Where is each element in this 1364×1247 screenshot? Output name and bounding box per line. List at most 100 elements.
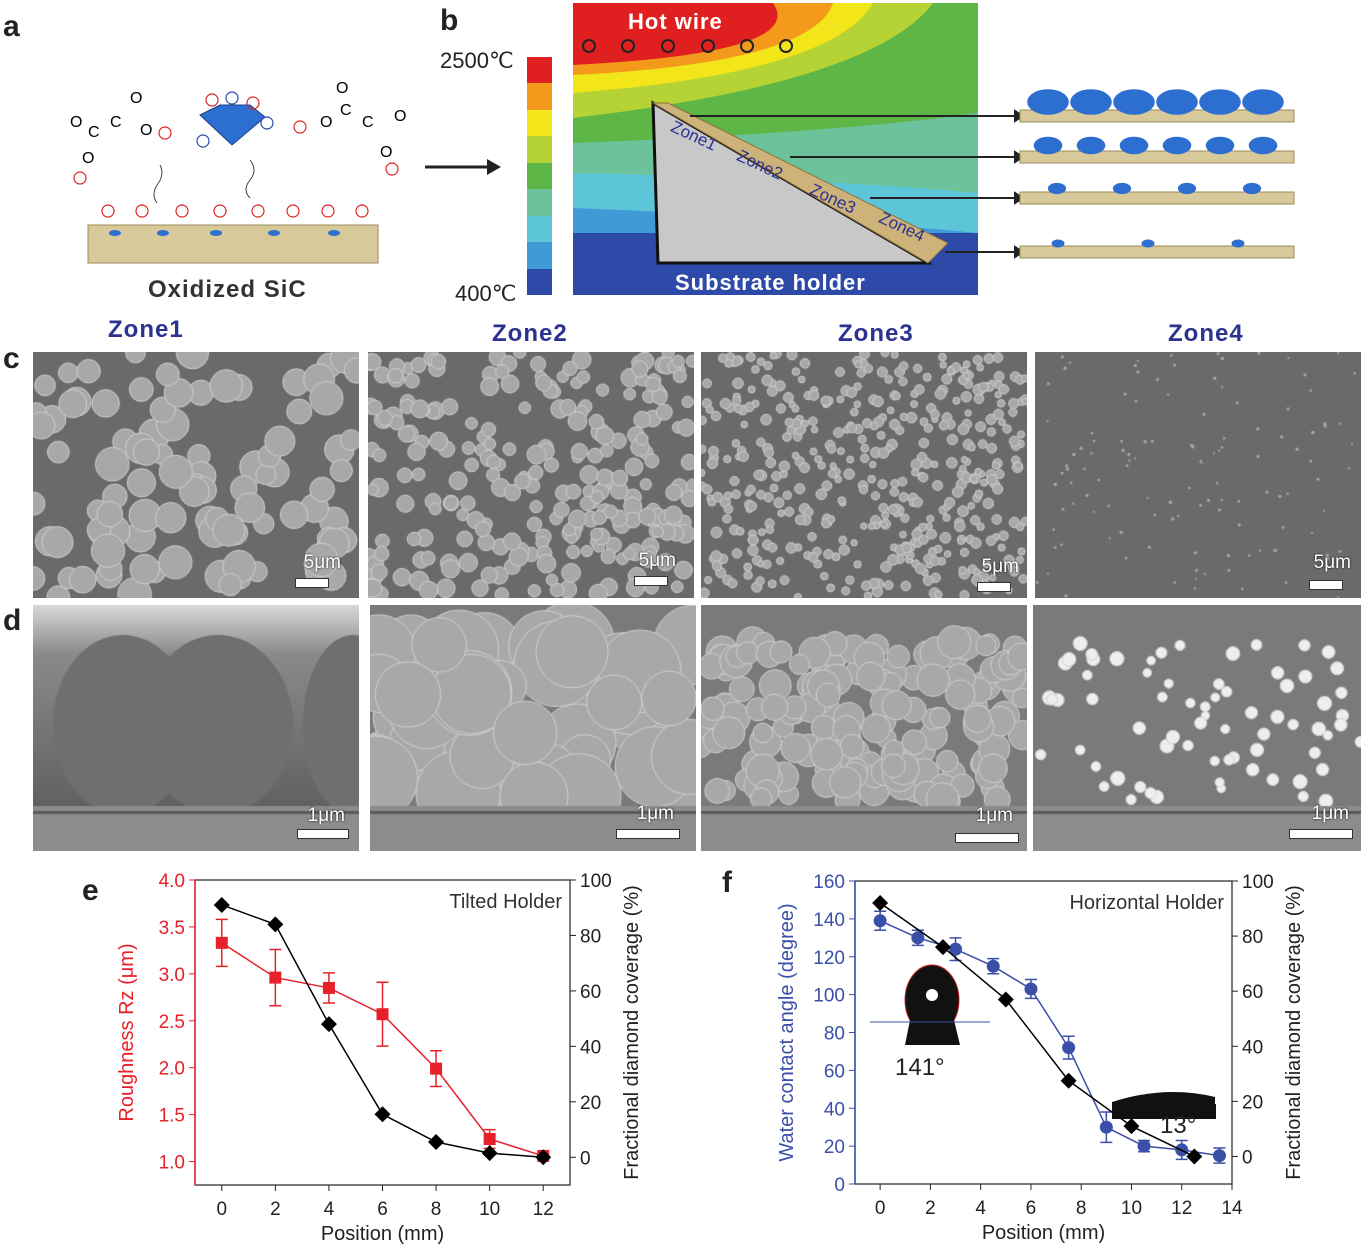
chart-f-contact-angle: 0 2 4 6 8 10 12 1402040608010012014016002040608… [776,872,1305,1244]
y2-tick-label: 20 [580,1093,601,1114]
zone4-header: Zone4 [1168,320,1244,347]
y2-tick-label: 100 [580,871,612,892]
data-point [1062,1041,1076,1055]
x-tick-label: 10 [479,1199,500,1220]
y-tick-label: 0 [834,1175,845,1196]
scale-label: 1μm [636,803,674,824]
data-point [376,1008,389,1021]
svg-text:O: O [320,114,332,131]
sem-image [370,605,696,851]
y-tick-label: 2.5 [159,1012,185,1033]
y2-tick-label: 60 [580,982,601,1003]
sem-image [701,605,1027,851]
diamond-cluster [1051,239,1065,248]
arrow-icon [425,159,501,175]
y2-tick-label: 0 [580,1148,591,1169]
scale-label: 5μm [981,556,1019,577]
scale-label: 5μm [638,550,676,571]
droplet-13-image [1112,1092,1215,1104]
zone2-header: Zone2 [492,320,568,347]
y2-tick-label: 40 [1242,1037,1263,1058]
data-point [1099,1120,1113,1134]
sem-image [1033,605,1361,851]
diamond-cluster [1113,89,1155,115]
sem-image [1035,352,1361,598]
colorbar-step [527,136,552,163]
data-point [267,916,284,933]
x-tick-label: 2 [925,1198,936,1219]
data-point [269,971,282,984]
x-tick-label: 2 [270,1199,281,1220]
contact-angle-13-label: 13° [1160,1112,1196,1139]
y-tick-label: 60 [824,1061,845,1082]
scale-bar [955,833,1019,843]
svg-text:O: O [394,108,406,125]
zone-result-substrates [690,89,1295,259]
panel-label-a: a [3,10,20,43]
scale-bar [297,829,349,839]
y2-tick-label: 80 [1242,927,1263,948]
panel-label-e: e [82,874,99,907]
hot-wire-label: Hot wire [628,9,723,34]
data-point [986,959,1000,973]
svg-text:O: O [140,122,152,139]
scale-bar [1309,580,1343,590]
y-tick-label: 3.5 [159,918,185,939]
y-tick-label: 4.0 [159,871,185,892]
data-point [1212,1149,1226,1163]
zone3-header: Zone3 [838,320,914,347]
x-tick-label: 4 [324,1199,335,1220]
diamond-cluster [1070,89,1112,115]
droplet-highlight [926,989,938,1001]
colorbar-step [527,83,552,110]
svg-text:C: C [88,124,100,141]
data-point [934,939,951,956]
y-tick-label: 2.0 [159,1059,185,1080]
data-point [322,981,335,994]
temperature-contour-map [573,3,978,295]
data-point [1186,1148,1203,1165]
sem-tilted-zone1: 1μm [33,605,359,851]
colorbar-step [527,189,552,216]
diamond-cluster [1199,89,1241,115]
diamond-cluster [1112,182,1132,195]
x-axis-label: Position (mm) [982,1222,1105,1244]
scale-bar [295,578,329,588]
x-tick-label: 14 [1221,1198,1243,1219]
diamond-cluster [1033,136,1063,155]
panel-label-b: b [440,4,459,37]
x-tick-label: 10 [1121,1198,1142,1219]
colorbar-step [527,57,552,84]
y-axis-label: Water contact angle (degree) [776,903,798,1161]
data-point [873,914,887,928]
svg-text:O: O [336,80,348,97]
svg-text:C: C [362,114,374,131]
colorbar-step [527,268,552,295]
data-point [428,1134,445,1151]
y2-tick-label: 80 [580,926,601,947]
sem-top-zone2: 5μm [368,352,694,598]
data-point [911,931,925,945]
diamond-cluster [1076,136,1106,155]
droplet-base [905,1020,960,1045]
diamond-cluster [1231,239,1245,248]
scale-label: 5μm [1313,552,1351,573]
contact-angle-141-label: 141° [895,1054,945,1081]
oxidized-sic-label: Oxidized SiC [148,276,307,303]
y-tick-label: 160 [813,872,845,893]
data-point [430,1062,443,1075]
data-point [1137,1139,1151,1153]
sem-top-zone1: 5μm [33,352,359,598]
data-point [1024,982,1038,996]
data-point [483,1133,496,1146]
scale-label: 5μm [303,552,341,573]
svg-text:O: O [130,90,142,107]
y-axis-label: Roughness Rz (μm) [116,943,138,1121]
scale-bar [1289,829,1353,839]
sem-top-zone3: 5μm [701,352,1027,598]
y2-tick-label: 0 [1242,1147,1253,1168]
x-tick-label: 8 [1076,1198,1087,1219]
x-tick-label: 12 [1171,1198,1192,1219]
colorbar-step [527,109,552,137]
